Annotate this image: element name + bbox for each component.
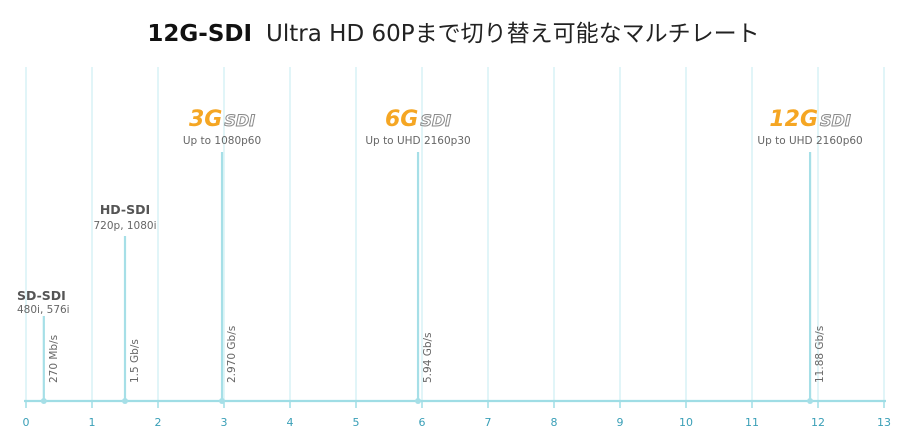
series-caption: 480i, 576i	[17, 304, 70, 316]
x-tick-label: 12	[811, 416, 825, 429]
chart-title: 12G-SDI Ultra HD 60Pまで切り替え可能なマルチレート	[0, 14, 907, 48]
data-value-label: 5.94 Gb/s	[422, 332, 434, 383]
series-caption: Up to UHD 2160p30	[365, 135, 470, 147]
data-point	[122, 398, 128, 404]
data-point	[40, 398, 47, 404]
x-tick-label: 11	[745, 416, 759, 429]
x-tick-label: 10	[679, 416, 693, 429]
x-tick-label: 2	[155, 416, 162, 429]
series-caption: 720p, 1080i	[93, 220, 156, 232]
data-point	[415, 398, 422, 404]
logo-suffix: SDI	[420, 111, 451, 130]
logo-prefix: 6G	[385, 107, 418, 132]
x-tick-label: 0	[23, 416, 30, 429]
x-tick-label: 6	[419, 416, 426, 429]
series-logo: 3G SDI	[189, 107, 255, 132]
x-tick-label: 1	[89, 416, 96, 429]
data-value-label: 2.970 Gb/s	[226, 326, 238, 383]
x-tick-label: 8	[551, 416, 558, 429]
data-value-label: 270 Mb/s	[48, 335, 60, 383]
x-tick-label: 3	[221, 416, 228, 429]
x-tick-label: 13	[877, 416, 891, 429]
data-value-label: 1.5 Gb/s	[129, 339, 141, 383]
logo-suffix: SDI	[224, 111, 255, 130]
logo-suffix: SDI	[820, 111, 851, 130]
x-tick-label: 4	[287, 416, 294, 429]
title-rest: Ultra HD 60Pまで切り替え可能なマルチレート	[266, 21, 760, 47]
x-tick-label: 7	[485, 416, 492, 429]
series-caption: Up to UHD 2160p60	[757, 135, 862, 147]
title-bold: 12G-SDI	[147, 21, 253, 47]
series-name: SD-SDI	[17, 288, 66, 303]
series-caption: Up to 1080p60	[183, 135, 261, 147]
data-point	[807, 398, 814, 404]
x-tick-label: 5	[353, 416, 360, 429]
logo-prefix: 3G	[189, 107, 222, 132]
series-name: HD-SDI	[100, 202, 150, 217]
data-value-label: 11.88 Gb/s	[814, 326, 826, 383]
series-logo: 6G SDI	[385, 107, 451, 132]
data-point	[219, 398, 226, 404]
series-logo: 12G SDI	[769, 107, 850, 132]
x-tick-label: 9	[617, 416, 624, 429]
logo-prefix: 12G	[769, 107, 818, 132]
